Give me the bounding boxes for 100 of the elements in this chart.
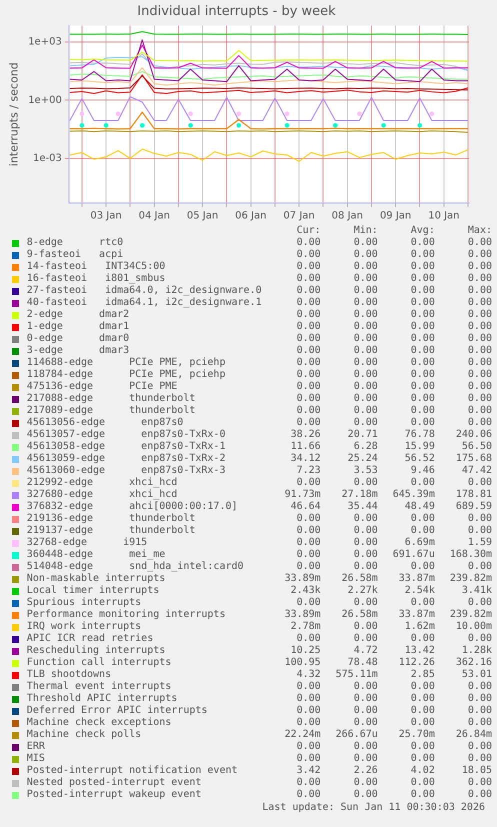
y-tick-label: 1e+00 bbox=[28, 94, 62, 106]
legend-label: IRQ work interrupts bbox=[26, 621, 142, 633]
text: 38.26 20.71 76.78 240.06 bbox=[290, 429, 492, 440]
text: 0.00 0.00 0.00 0.00 bbox=[296, 393, 492, 404]
text: 0.00 0.00 0.00 0.00 bbox=[296, 369, 492, 380]
y-tick-label: 1e-03 bbox=[32, 152, 62, 164]
legend-label: 0-edge dmar0 bbox=[26, 333, 130, 345]
legend-label: ERR bbox=[26, 741, 46, 753]
text: 3.42 2.26 4.02 18.05 bbox=[296, 765, 492, 776]
legend-label: 219136-edge thunderbolt bbox=[26, 513, 196, 525]
legend-label: Machine check exceptions bbox=[26, 717, 172, 729]
legend-label: 376832-edge ahci[0000:00:17.0] bbox=[26, 501, 239, 513]
legend-label: Non-maskable interrupts bbox=[26, 573, 166, 585]
text: 2.43k 2.27k 2.54k 3.41k bbox=[290, 585, 492, 596]
text: 0.00 0.00 0.00 0.00 bbox=[296, 345, 492, 356]
text: 0.00 0.00 0.00 0.00 bbox=[296, 357, 492, 368]
legend-label: 40-fasteoi idma64.1, i2c_designware.1 bbox=[26, 297, 263, 309]
legend-label: Machine check polls bbox=[26, 729, 142, 741]
legend-label: 8-edge rtc0 bbox=[26, 237, 124, 249]
text: 100.95 78.48 112.26 362.16 bbox=[284, 657, 492, 668]
legend-label: Posted-interrupt notification event bbox=[26, 765, 239, 777]
legend-label: 45613060-edge enp87s0-TxRx-3 bbox=[26, 465, 226, 477]
text: 0.00 0.00 0.00 0.00 bbox=[296, 789, 492, 800]
text: 0.00 0.00 0.00 0.00 bbox=[296, 309, 492, 320]
legend-label: 45613056-edge enp87s0 bbox=[26, 417, 184, 429]
text: 0.00 0.00 691.67u 168.30m bbox=[296, 549, 492, 560]
text: 0.00 0.00 0.00 0.00 bbox=[296, 705, 492, 716]
legend-label: Spurious interrupts bbox=[26, 597, 142, 609]
legend-label: 2-edge dmar2 bbox=[26, 309, 130, 321]
text: 7.23 3.53 9.46 47.42 bbox=[296, 465, 492, 476]
x-tick-label: 10 Jan bbox=[428, 210, 460, 222]
legend-label: 32768-edge i915 bbox=[26, 537, 148, 549]
text: 0.00 0.00 0.00 0.00 bbox=[296, 681, 492, 692]
text: 46.64 35.44 48.49 689.59 bbox=[290, 501, 492, 512]
text: 91.73m 27.18m 645.39m 178.81 bbox=[284, 489, 492, 500]
text: 0.00 0.00 0.00 0.00 bbox=[296, 525, 492, 536]
legend-label: APIC ICR read retries bbox=[26, 633, 154, 645]
legend-label: 212992-edge xhci_hcd bbox=[26, 477, 178, 489]
legend-label: 14-fasteoi INT34C5:00 bbox=[26, 261, 166, 273]
legend-label: Thermal event interrupts bbox=[26, 681, 172, 693]
text: Cur: Min: Avg: Max: bbox=[296, 225, 492, 236]
legend-label: 1-edge dmar1 bbox=[26, 321, 130, 333]
text: 0.00 0.00 0.00 0.00 bbox=[296, 633, 492, 644]
text: Last update: Sun Jan 11 00:30:03 2026 bbox=[261, 802, 485, 813]
legend-label: Local timer interrupts bbox=[26, 585, 160, 597]
text: 0.00 0.00 0.00 0.00 bbox=[296, 321, 492, 332]
text: 0.00 0.00 0.00 0.00 bbox=[296, 273, 492, 284]
legend-label: MIS bbox=[26, 753, 46, 765]
legend-label: Deferred Error APIC interrupts bbox=[26, 705, 208, 717]
x-tick-label: 09 Jan bbox=[380, 210, 412, 222]
legend-label: 9-fasteoi acpi bbox=[26, 249, 124, 261]
legend-label: 114688-edge PCIe PME, pciehp bbox=[26, 357, 226, 369]
text: 11.66 6.28 15.99 56.50 bbox=[290, 441, 492, 452]
legend-label: 327680-edge xhci_hcd bbox=[26, 489, 178, 501]
chart-title: Individual interrupts - by week bbox=[137, 4, 336, 20]
text: 0.00 0.00 6.69m 1.59 bbox=[296, 537, 492, 548]
text: 0.00 0.00 0.00 0.00 bbox=[296, 261, 492, 272]
legend-label: 514048-edge snd_hda_intel:card0 bbox=[26, 561, 245, 573]
x-tick-label: 06 Jan bbox=[235, 210, 266, 222]
text: 0.00 0.00 0.00 0.00 bbox=[296, 777, 492, 788]
legend-label: 45613057-edge enp87s0-TxRx-0 bbox=[26, 429, 226, 441]
text: 4.32 575.11m 2.85 53.01 bbox=[296, 669, 492, 680]
x-tick-label: 05 Jan bbox=[186, 210, 218, 222]
legend-label: TLB shootdowns bbox=[26, 669, 112, 681]
text: 22.24m 266.67u 25.70m 26.84m bbox=[284, 729, 492, 740]
text: 0.00 0.00 0.00 0.00 bbox=[296, 513, 492, 524]
legend-label: 3-edge dmar3 bbox=[26, 345, 130, 357]
text: 0.00 0.00 0.00 0.00 bbox=[296, 333, 492, 344]
legend-label: 217089-edge thunderbolt bbox=[26, 405, 196, 417]
x-tick-label: 07 Jan bbox=[283, 210, 315, 222]
text: 0.00 0.00 0.00 0.00 bbox=[296, 693, 492, 704]
text: 0.00 0.00 0.00 0.00 bbox=[296, 417, 492, 428]
text: 0.00 0.00 0.00 0.00 bbox=[296, 237, 492, 248]
legend-label: 118784-edge PCIe PME, pciehp bbox=[26, 369, 226, 381]
text: 0.00 0.00 0.00 0.00 bbox=[296, 561, 492, 572]
text: 0.00 0.00 0.00 0.00 bbox=[296, 753, 492, 764]
text: 33.89m 26.58m 33.87m 239.82m bbox=[284, 609, 492, 620]
text: 0.00 0.00 0.00 0.00 bbox=[296, 249, 492, 260]
legend-label: 360448-edge mei_me bbox=[26, 549, 166, 561]
x-tick-label: 08 Jan bbox=[332, 210, 363, 222]
y-tick-label: 1e+03 bbox=[28, 36, 62, 48]
legend-label: Nested posted-interrupt event bbox=[26, 777, 202, 789]
text: 0.00 0.00 0.00 0.00 bbox=[296, 297, 492, 308]
text: 33.89m 26.58m 33.87m 239.82m bbox=[284, 573, 492, 584]
y-axis-title: interrupts / second bbox=[7, 62, 20, 166]
legend-label: 217088-edge thunderbolt bbox=[26, 393, 196, 405]
text: 0.00 0.00 0.00 0.00 bbox=[296, 285, 492, 296]
legend-label: 45613059-edge enp87s0-TxRx-2 bbox=[26, 453, 226, 465]
text: 0.00 0.00 0.00 0.00 bbox=[296, 381, 492, 392]
text: 0.00 0.00 0.00 0.00 bbox=[296, 405, 492, 416]
text: 34.12 25.24 56.52 175.68 bbox=[290, 453, 492, 464]
text: 0.00 0.00 0.00 0.00 bbox=[296, 717, 492, 728]
legend-label: 27-fasteoi idma64.0, i2c_designware.0 bbox=[26, 285, 263, 297]
legend-label: 16-fasteoi i801_smbus bbox=[26, 273, 166, 285]
x-tick-label: 04 Jan bbox=[138, 210, 170, 222]
legend-label: Rescheduling interrupts bbox=[26, 645, 166, 657]
x-tick-label: 03 Jan bbox=[90, 210, 122, 222]
text: 0.00 0.00 0.00 0.00 bbox=[296, 741, 492, 752]
legend-label: Function call interrupts bbox=[26, 657, 172, 669]
legend-label: Performance monitoring interrupts bbox=[26, 609, 226, 621]
